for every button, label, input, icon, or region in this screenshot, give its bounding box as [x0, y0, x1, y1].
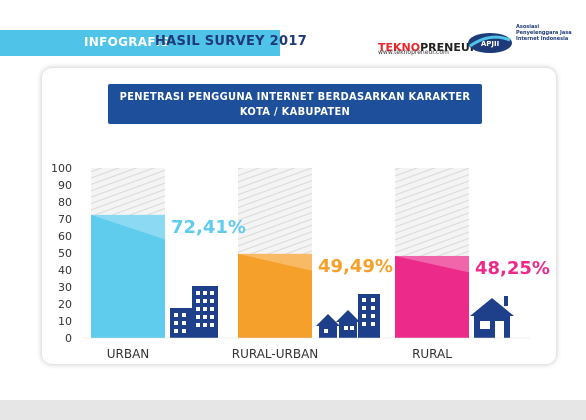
header-infografis-label: INFOGRAFIS — [84, 35, 170, 49]
bar-urban — [91, 214, 165, 338]
tekno-wordmark-part2: PRENEUR — [420, 41, 479, 54]
rural-urban-building-icon — [316, 294, 380, 338]
header-band — [0, 30, 280, 56]
apjii-swoosh-icon: APJII — [468, 33, 512, 53]
bar-shine — [91, 214, 165, 240]
teknopreneur-logo: TEKNOPRENEUR www.teknopreneur.com — [378, 36, 478, 58]
header-survey-label: HASIL SURVEY 2017 — [155, 34, 308, 49]
y-tick-label: 0 — [65, 332, 72, 345]
y-tick-label: 50 — [58, 247, 72, 260]
y-tick-label: 70 — [58, 213, 72, 226]
value-label-rural: 48,25% — [475, 258, 550, 279]
tekno-url: www.teknopreneur.com — [378, 49, 449, 56]
apjii-mark: APJII — [481, 40, 499, 48]
tekno-wordmark-part1: TEKNO — [378, 41, 421, 54]
y-tick-label: 40 — [58, 264, 72, 277]
value-label-urban: 72,41% — [171, 217, 246, 238]
y-tick-label: 30 — [58, 281, 72, 294]
category-label-rural-urban: RURAL-URBAN — [232, 347, 319, 361]
chart-title-line-2: KOTA / KABUPATEN — [239, 105, 351, 118]
apjii-logo: APJII Asosiasi Penyelenggara Jasa Intern… — [466, 24, 576, 62]
bar-shine — [395, 255, 469, 273]
y-tick-label: 80 — [58, 196, 72, 209]
y-tick-label: 10 — [58, 315, 72, 328]
category-label-urban: URBAN — [107, 347, 150, 361]
bottom-bar — [0, 400, 586, 420]
y-tick-label: 60 — [58, 230, 72, 243]
bar-rural-urban — [238, 253, 312, 338]
value-label-rural-urban: 49,49% — [318, 256, 393, 277]
chart-title-box: PENETRASI PENGGUNA INTERNET BERDASARKAN … — [108, 84, 482, 124]
y-tick-label: 100 — [51, 162, 72, 175]
y-tick-label: 90 — [58, 179, 72, 192]
urban-building-icon — [170, 286, 218, 338]
category-label-rural: RURAL — [412, 347, 452, 361]
bar-rural — [395, 255, 469, 338]
apjii-text: Asosiasi Penyelenggara Jasa Internet Ind… — [516, 24, 572, 42]
bar-shine — [238, 253, 312, 271]
rural-house-icon — [470, 296, 514, 338]
chart-title-line-1: PENETRASI PENGGUNA INTERNET BERDASARKAN … — [119, 90, 471, 103]
y-tick-label: 20 — [58, 298, 72, 311]
